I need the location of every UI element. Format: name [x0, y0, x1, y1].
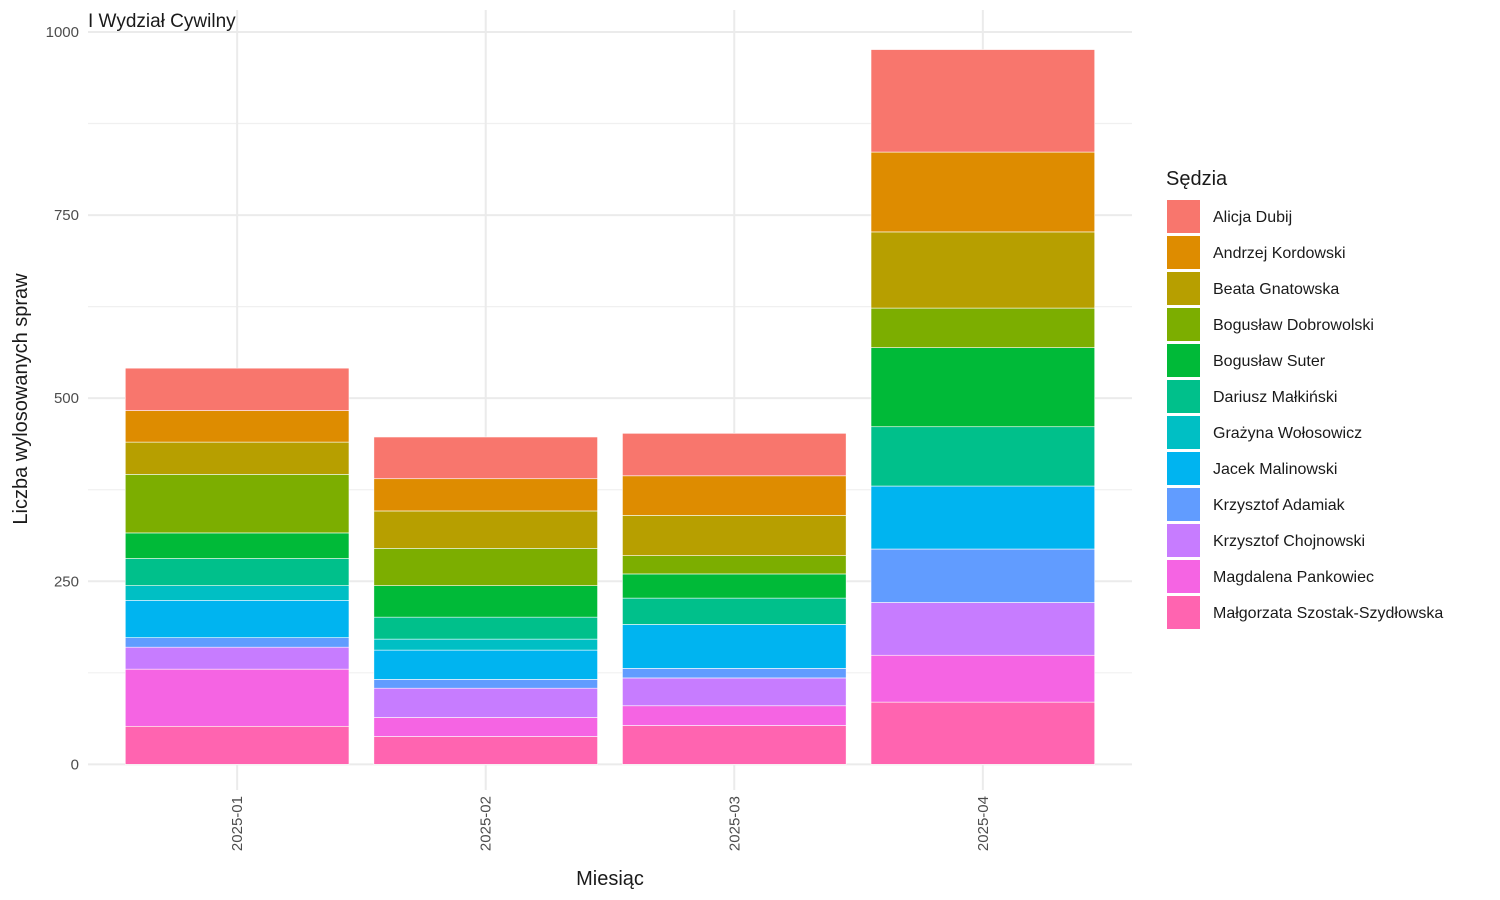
bar-segment: [870, 231, 1096, 309]
legend-label: Andrzej Kordowski: [1213, 245, 1346, 262]
bar-segment: [124, 558, 350, 586]
y-tick-label: 0: [71, 756, 79, 773]
bar-segment: [124, 600, 350, 638]
bar-segment: [373, 717, 598, 737]
legend-label: Beata Gnatowska: [1213, 281, 1339, 298]
y-tick-label: 500: [54, 390, 79, 407]
bar-segment: [870, 307, 1096, 348]
bar-segment: [622, 597, 847, 625]
legend-title: Sędzia: [1166, 168, 1228, 190]
bar-segment: [870, 426, 1096, 487]
x-tick-label: 2025-01: [229, 796, 246, 851]
legend-label: Krzysztof Adamiak: [1213, 497, 1346, 514]
bar-segment: [124, 367, 350, 411]
bar-segment: [373, 478, 598, 512]
bar-segment: [373, 585, 598, 618]
axes: 0 250 500 750 1000 2025-01 2025-02 2025-03 2025-…: [46, 24, 992, 851]
legend-key: [1167, 416, 1200, 449]
x-tick-label: 2025-02: [478, 796, 495, 851]
legend-label: Alicja Dubij: [1213, 209, 1292, 226]
bar-segment: [622, 668, 847, 679]
legend-key: [1167, 560, 1200, 593]
bar-segment: [622, 624, 847, 669]
bar-segment: [124, 410, 350, 443]
bar-segment: [870, 151, 1096, 233]
bar-segment: [373, 510, 598, 549]
bar-segment: [124, 646, 350, 670]
bar-segment: [870, 654, 1096, 703]
legend-key: [1167, 236, 1200, 269]
bar-segment: [622, 433, 847, 477]
y-axis-title: Liczba wylosowanych spraw: [10, 273, 32, 525]
x-axis-title: Miesiąc: [576, 868, 644, 890]
bars: [124, 49, 1096, 765]
y-tick-label: 1000: [46, 24, 79, 41]
bar-segment: [622, 475, 847, 516]
legend-label: Jacek Malinowski: [1213, 461, 1337, 478]
bar-segment: [870, 548, 1096, 603]
legend-key: [1167, 380, 1200, 413]
y-tick-label: 750: [54, 207, 79, 224]
bar-segment: [124, 585, 350, 601]
legend-label: Grażyna Wołosowicz: [1213, 425, 1362, 442]
bar-segment: [124, 532, 350, 559]
legend-label: Bogusław Suter: [1213, 353, 1326, 370]
bar-segment: [373, 687, 598, 718]
bar-segment: [373, 436, 598, 480]
bar-segment: [622, 705, 847, 726]
bar-segment: [870, 347, 1096, 428]
legend-key: [1167, 452, 1200, 485]
legend-label: Magdalena Pankowiec: [1213, 569, 1374, 586]
bar-segment: [622, 573, 847, 599]
legend-label: Dariusz Małkiński: [1213, 389, 1337, 406]
bar-segment: [870, 602, 1096, 656]
y-tick-label: 250: [54, 573, 79, 590]
bar-segment: [373, 736, 598, 765]
bar-segment: [870, 701, 1096, 765]
bar-segment: [622, 555, 847, 575]
legend-label: Krzysztof Chojnowski: [1213, 533, 1365, 550]
bar-segment: [124, 637, 350, 648]
bar-segment: [373, 638, 598, 651]
legend-key: [1167, 308, 1200, 341]
bar-segment: [373, 616, 598, 640]
legend-label: Małgorzata Szostak-Szydłowska: [1213, 605, 1443, 622]
legend-key: [1167, 272, 1200, 305]
legend-key: [1167, 596, 1200, 629]
bar-segment: [124, 668, 350, 727]
legend-label: Bogusław Dobrowolski: [1213, 317, 1374, 334]
legend-key: [1167, 524, 1200, 557]
bar-segment: [622, 677, 847, 707]
bar-segment: [373, 548, 598, 586]
bar-segment: [870, 485, 1096, 550]
chart-title: I Wydział Cywilny: [88, 11, 236, 32]
legend-key: [1167, 344, 1200, 377]
bar-segment: [124, 474, 350, 534]
x-tick-label: 2025-03: [726, 796, 743, 851]
legend-key: [1167, 200, 1200, 233]
x-tick-label: 2025-04: [975, 796, 992, 851]
bar-segment: [124, 725, 350, 765]
bar-segment: [373, 649, 598, 680]
bar-segment: [622, 725, 847, 765]
bar-segment: [124, 441, 350, 475]
legend: Sędzia Alicja Dubij Andrzej Kordowski Beat…: [1166, 168, 1443, 629]
bar-segment: [870, 49, 1096, 153]
legend-key: [1167, 488, 1200, 521]
bar-segment: [622, 515, 847, 556]
bar-segment: [373, 679, 598, 689]
